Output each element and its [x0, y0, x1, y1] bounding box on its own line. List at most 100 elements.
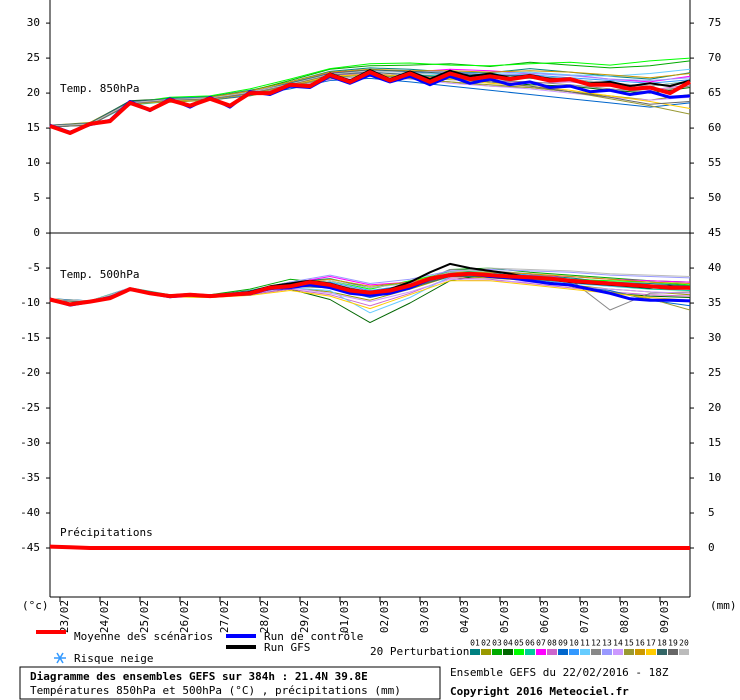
perturbation-swatch [569, 649, 579, 655]
y-tick-label: -40 [20, 506, 40, 519]
perturbation-label: 02 [481, 639, 491, 648]
y-tick-label: -15 [20, 331, 40, 344]
legend-label: Run GFS [264, 641, 310, 654]
run-info: Ensemble GEFS du 22/02/2016 - 18Z [450, 666, 669, 679]
perturbation-label: 13 [602, 639, 612, 648]
y-tick-label: -10 [20, 296, 40, 309]
x-tick-label: 07/03 [578, 600, 591, 633]
y2-tick-label: 35 [708, 296, 721, 309]
y2-tick-label: 60 [708, 121, 721, 134]
series-line [49, 544, 690, 550]
panel-label: Temp. 500hPa [60, 268, 139, 281]
y-tick-label: -30 [20, 436, 40, 449]
perturbation-swatch [558, 649, 568, 655]
y2-tick-label: 20 [708, 401, 721, 414]
perturbation-swatch [679, 649, 689, 655]
perturbation-swatch [591, 649, 601, 655]
x-tick-label: 27/02 [218, 600, 231, 633]
perturbation-label: 20 [679, 639, 689, 648]
perturbation-label: 15 [624, 639, 634, 648]
y2-tick-label: 70 [708, 51, 721, 64]
perturbation-label: 12 [591, 639, 601, 648]
y2-tick-label: 5 [708, 506, 715, 519]
perturbation-label: 19 [668, 639, 678, 648]
perturbation-label: 03 [492, 639, 502, 648]
perturbations-label: 20 Perturbations [370, 645, 476, 658]
y2-tick-label: 45 [708, 226, 721, 239]
x-tick-label: 03/03 [418, 600, 431, 633]
perturbation-swatch [657, 649, 667, 655]
y-tick-label: -25 [20, 401, 40, 414]
legend-label: Moyenne des scénarios [74, 630, 213, 643]
y2-tick-label: 25 [708, 366, 721, 379]
perturbation-swatch [613, 649, 623, 655]
x-tick-label: 26/02 [178, 600, 191, 633]
y-tick-label: -5 [27, 261, 40, 274]
legend-label: Run de contrôle [264, 630, 363, 643]
perturbation-label: 04 [503, 639, 513, 648]
perturbation-label: 11 [580, 639, 590, 648]
perturbation-swatch [602, 649, 612, 655]
y2-tick-label: 40 [708, 261, 721, 274]
x-tick-label: 28/02 [258, 600, 271, 633]
perturbation-swatch [536, 649, 546, 655]
panel-label: Précipitations [60, 526, 153, 539]
x-tick-label: 24/02 [98, 600, 111, 633]
box-title: Diagramme des ensembles GEFS sur 384h : … [30, 670, 368, 683]
perturbation-swatch [525, 649, 535, 655]
y-tick-label: 0 [33, 226, 40, 239]
perturbation-label: 06 [525, 639, 535, 648]
y-unit: (°c) [22, 599, 49, 612]
perturbation-label: 10 [569, 639, 579, 648]
perturbation-swatch [503, 649, 513, 655]
y2-tick-label: 15 [708, 436, 721, 449]
x-tick-label: 05/03 [498, 600, 511, 633]
perturbation-swatch [646, 649, 656, 655]
y-tick-label: 5 [33, 191, 40, 204]
panel-label: Temp. 850hPa [60, 82, 139, 95]
x-tick-label: 04/03 [458, 600, 471, 633]
y-tick-label: 20 [27, 86, 40, 99]
perturbation-swatch [514, 649, 524, 655]
perturbation-label: 17 [646, 639, 656, 648]
y2-tick-label: 30 [708, 331, 721, 344]
y-tick-label: 15 [27, 121, 40, 134]
perturbation-swatch [547, 649, 557, 655]
perturbation-swatch [580, 649, 590, 655]
x-tick-label: 25/02 [138, 600, 151, 633]
perturbation-label: 05 [514, 639, 524, 648]
perturbation-label: 09 [558, 639, 568, 648]
snow-label: Risque neige [74, 652, 153, 665]
series-line [49, 271, 690, 307]
y2-unit: (mm) [710, 599, 737, 612]
y-tick-label: -35 [20, 471, 40, 484]
y2-tick-label: 55 [708, 156, 721, 169]
copyright: Copyright 2016 Meteociel.fr [450, 685, 629, 698]
perturbation-label: 16 [635, 639, 645, 648]
perturbation-swatch [470, 649, 480, 655]
x-tick-label: 23/02 [58, 600, 71, 633]
x-tick-label: 02/03 [378, 600, 391, 633]
y2-tick-label: 65 [708, 86, 721, 99]
y-tick-label: -20 [20, 366, 40, 379]
perturbation-label: 14 [613, 639, 623, 648]
x-tick-label: 08/03 [618, 600, 631, 633]
y-tick-label: -45 [20, 541, 40, 554]
perturbation-label: 01 [470, 639, 480, 648]
y-tick-label: 30 [27, 16, 40, 29]
x-tick-label: 29/02 [298, 600, 311, 633]
perturbation-swatch [624, 649, 634, 655]
x-tick-label: 09/03 [658, 600, 671, 633]
perturbation-label: 18 [657, 639, 667, 648]
snow-icon [54, 652, 66, 664]
y2-tick-label: 0 [708, 541, 715, 554]
perturbation-swatch [635, 649, 645, 655]
perturbation-label: 08 [547, 639, 557, 648]
perturbation-label: 07 [536, 639, 546, 648]
x-tick-label: 01/03 [338, 600, 351, 633]
y2-tick-label: 10 [708, 471, 721, 484]
perturbation-swatch [668, 649, 678, 655]
